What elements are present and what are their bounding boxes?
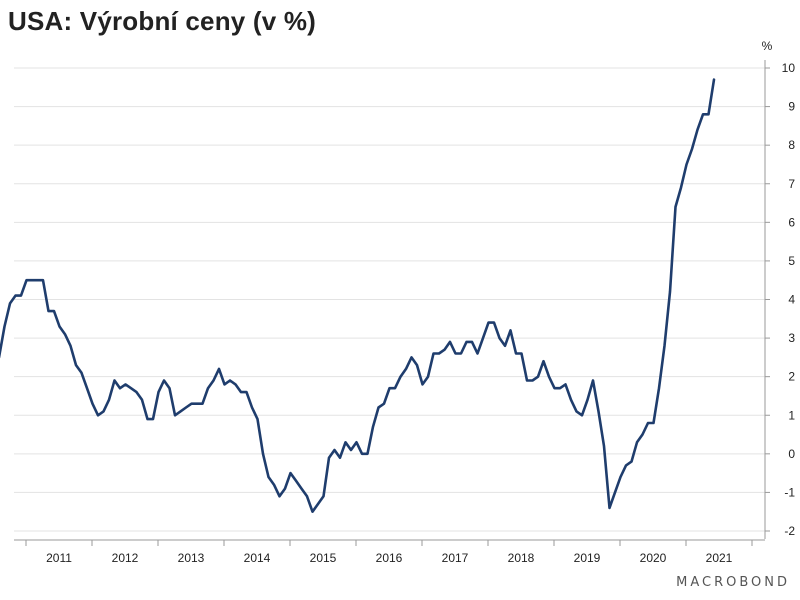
series-line	[0, 78, 716, 513]
y-tick-label: 6	[788, 215, 795, 229]
y-axis: -2 -1 0 1 2 3 4 5 6 7 8 9 10	[764, 60, 796, 539]
y-tick-label: 3	[788, 331, 795, 345]
x-tick-label: 2019	[574, 551, 601, 565]
gridlines	[14, 67, 765, 532]
x-tick-label: 2013	[178, 551, 205, 565]
y-tick-label: 4	[788, 293, 795, 307]
x-tick-label: 2014	[244, 551, 271, 565]
y-tick-label: 7	[788, 177, 795, 191]
y-tick-label: 0	[788, 447, 795, 461]
y-tick-label: -1	[784, 485, 795, 499]
x-tick-label: 2017	[442, 551, 469, 565]
x-tick-label: 2011	[46, 551, 72, 565]
y-tick-label: 9	[788, 100, 795, 114]
x-tick-label: 2012	[112, 551, 139, 565]
y-tick-label: 5	[788, 254, 795, 268]
chart-title: USA: Výrobní ceny (v %)	[8, 6, 316, 36]
y-tick-label: 1	[788, 408, 795, 422]
y-tick-label: 2	[788, 370, 795, 384]
x-tick-label: 2015	[310, 551, 337, 565]
x-axis: 2011 2012 2013 2014 2015 2016 2017 2018 2019 2020…	[14, 539, 765, 565]
y-unit-label: %	[762, 39, 773, 53]
y-tick-label: 8	[788, 138, 795, 152]
y-tick-label: 10	[782, 61, 796, 75]
x-tick-label: 2021	[706, 551, 733, 565]
brand-logo: MACROBOND	[676, 575, 790, 590]
x-tick-label: 2016	[376, 551, 403, 565]
y-tick-label: -2	[784, 524, 795, 538]
x-tick-label: 2018	[508, 551, 535, 565]
x-tick-label: 2020	[640, 551, 667, 565]
